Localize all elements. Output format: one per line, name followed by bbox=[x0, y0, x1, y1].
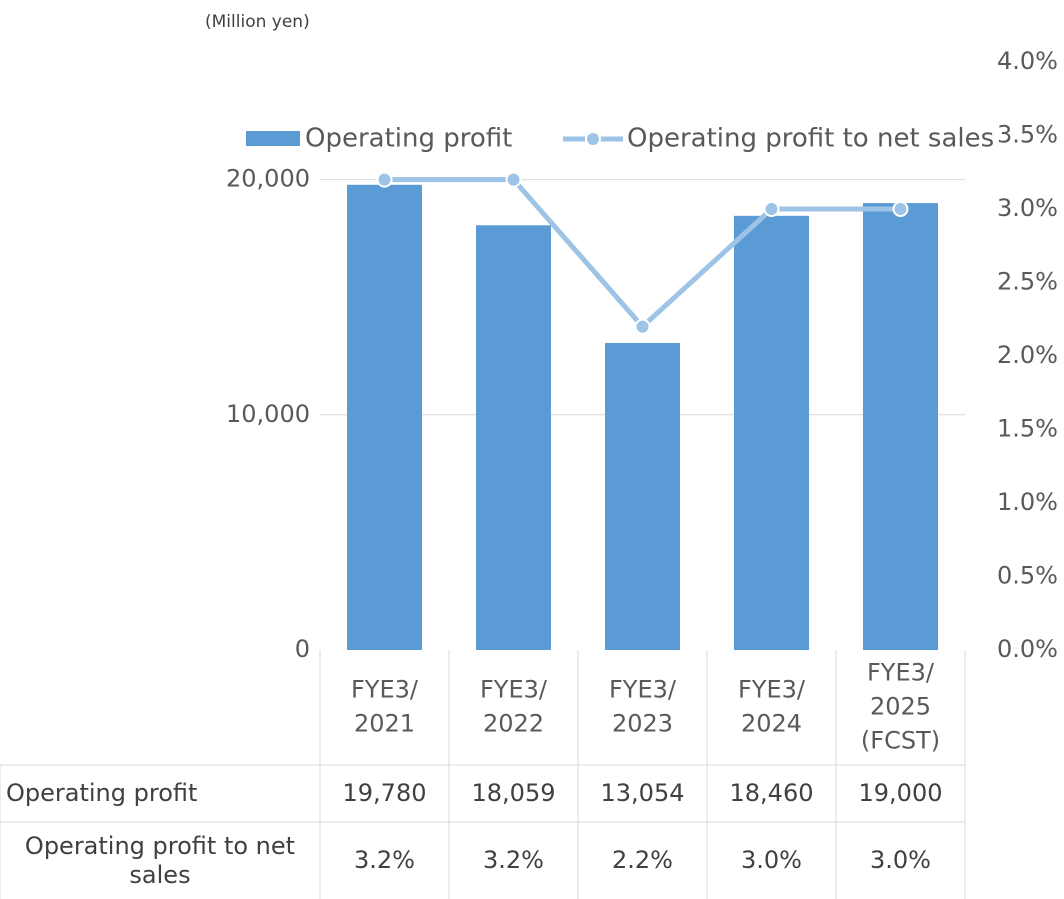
line bbox=[384, 177, 901, 331]
y-tick-label: 20,000 bbox=[226, 165, 310, 193]
table-cell: 13,054 bbox=[600, 779, 685, 807]
y2-tick-label: 2.5% bbox=[997, 268, 1058, 296]
legend-label: Operating profit bbox=[305, 124, 512, 154]
x-tick-label: FYE3/2024 bbox=[738, 676, 806, 738]
y-tick-label: 0 bbox=[295, 635, 310, 663]
y2-tick-label: 0.5% bbox=[997, 562, 1058, 590]
table-cell: 3.2% bbox=[483, 846, 544, 874]
x-tick-label: FYE3/2022 bbox=[480, 676, 548, 738]
table-cell: 18,460 bbox=[729, 779, 814, 807]
line-marker bbox=[634, 318, 651, 335]
table-cell: 3.0% bbox=[870, 846, 931, 874]
line-marker bbox=[892, 201, 909, 217]
bar bbox=[863, 203, 938, 650]
table-cell: 3.2% bbox=[354, 846, 415, 874]
legend-marker bbox=[585, 131, 601, 147]
y2-tick-label: 1.5% bbox=[997, 415, 1058, 443]
y2-tick-label: 2.0% bbox=[997, 341, 1058, 369]
table-cell: 19,000 bbox=[858, 779, 943, 807]
line-marker bbox=[376, 171, 393, 188]
line-marker bbox=[505, 171, 522, 188]
table-row-label: Operating profit to net sales bbox=[24, 831, 296, 889]
bar bbox=[734, 215, 809, 650]
y2-tick-label: 4.0% bbox=[997, 47, 1058, 75]
bar bbox=[476, 225, 551, 650]
line-marker bbox=[763, 201, 780, 217]
x-tick-label: FYE3/2021 bbox=[351, 676, 419, 738]
y2-tick-label: 1.0% bbox=[997, 488, 1058, 516]
bar bbox=[605, 342, 680, 650]
table-cell: 3.0% bbox=[741, 846, 802, 874]
table-cell: 18,059 bbox=[471, 779, 556, 807]
y2-tick-label: 3.0% bbox=[997, 194, 1058, 222]
y2-tick-label: 3.5% bbox=[997, 121, 1058, 149]
legend-label: Operating profit to net sales bbox=[627, 124, 994, 154]
y-tick-label: 10,000 bbox=[226, 400, 310, 428]
y2-tick-label: 0.0% bbox=[997, 635, 1058, 663]
legend-swatch bbox=[246, 131, 300, 146]
table-row-label: Operating profit bbox=[6, 779, 198, 807]
table-cell: 2.2% bbox=[612, 846, 673, 874]
table-cell: 19,780 bbox=[342, 779, 427, 807]
x-tick-label: FYE3/2023 bbox=[609, 676, 677, 738]
bar bbox=[347, 184, 422, 650]
unit-label: (Million yen) bbox=[205, 12, 310, 32]
x-tick-label: FYE3/2025 (FCST) bbox=[861, 659, 940, 755]
